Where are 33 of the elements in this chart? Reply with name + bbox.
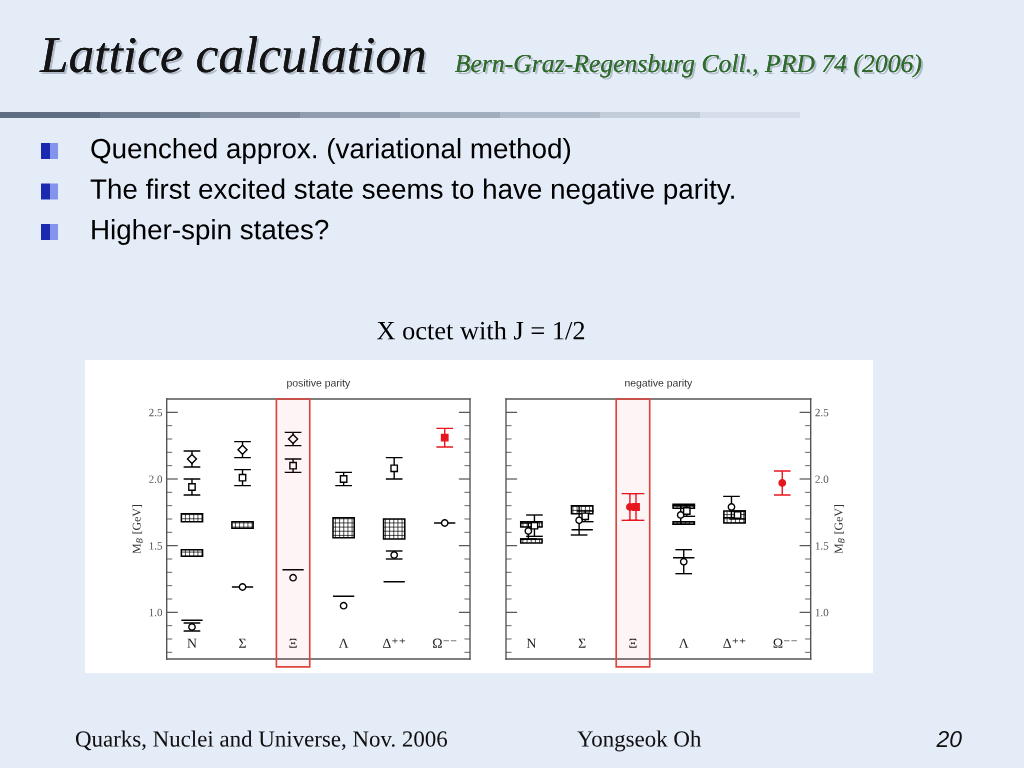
x-tick-label: N bbox=[187, 638, 197, 648]
x-tick-label: Ξ bbox=[289, 638, 297, 648]
x-tick-label: Λ bbox=[338, 638, 349, 648]
y-axis-title: M$_{B}$ [GeV] bbox=[132, 505, 143, 554]
x-tick-label: Σ bbox=[239, 638, 246, 648]
y-tick-label: 2.5 bbox=[815, 408, 829, 417]
y-tick-label: 1.5 bbox=[149, 542, 163, 550]
text: Yongseok Oh bbox=[577, 730, 702, 752]
x-tick-label: N bbox=[526, 638, 537, 648]
chart-title: positive parity bbox=[287, 378, 351, 389]
text: Quenched approx. (variational method) bbox=[91, 138, 571, 164]
x-tick-label: Ξ bbox=[629, 638, 637, 648]
text: Quarks, Nuclei and Universe, Nov. 2006 bbox=[75, 730, 448, 751]
y-tick-label: 1.0 bbox=[149, 608, 163, 617]
y-tick-label: 1.5 bbox=[815, 542, 829, 550]
y-tick-label: 2.0 bbox=[149, 475, 163, 484]
text: Higher-spin states? bbox=[92, 219, 329, 245]
text: 20 bbox=[936, 730, 962, 748]
x-tick-label: Δ⁺⁺ bbox=[723, 638, 746, 648]
y-tick-label: 1.0 bbox=[815, 608, 829, 617]
text: The first excited state seems to have negative parity. bbox=[90, 178, 734, 205]
text: Lattice calculation bbox=[39, 36, 427, 75]
text: X octet with J = 1/2 bbox=[377, 321, 585, 340]
x-tick-label: Σ bbox=[578, 638, 586, 648]
x-tick-label: Ω⁻⁻ bbox=[432, 638, 457, 648]
text: Bern-Graz-Regensburg Coll., PRD 74 (2006) bbox=[454, 54, 924, 80]
chart-title: negative parity bbox=[625, 378, 693, 389]
x-tick-label: Λ bbox=[678, 638, 689, 648]
x-tick-label: Δ⁺⁺ bbox=[382, 638, 406, 648]
y-axis-title: M$_{B}$ [GeV] bbox=[834, 505, 845, 554]
x-tick-label: Ω⁻⁻ bbox=[773, 638, 797, 648]
y-tick-label: 2.5 bbox=[149, 408, 163, 417]
y-tick-label: 2.0 bbox=[815, 475, 829, 484]
